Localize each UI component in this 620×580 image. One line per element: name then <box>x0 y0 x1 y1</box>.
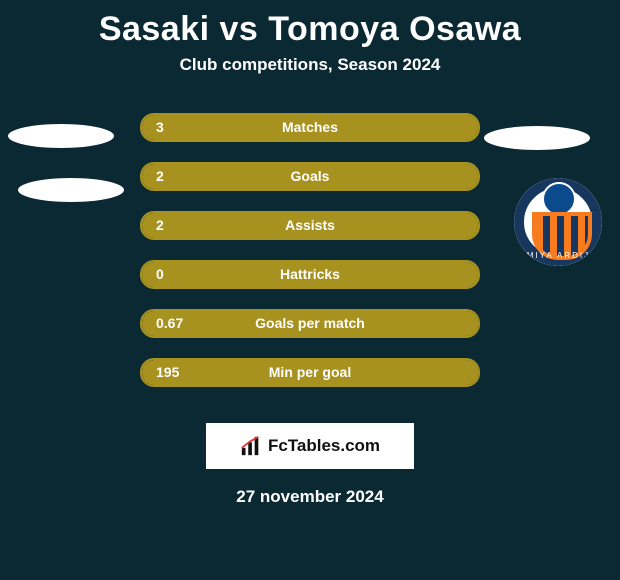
crest-ball-icon <box>542 182 576 216</box>
stat-label: Goals per match <box>142 315 478 331</box>
omiya-ardija-crest: OMIYA ARDIJA <box>514 178 602 266</box>
crest-text: OMIYA ARDIJA <box>514 251 602 260</box>
stat-row-hattricks: 0 Hattricks <box>140 260 480 289</box>
stat-label: Min per goal <box>142 364 478 380</box>
stat-label: Hattricks <box>142 266 478 282</box>
stat-row-matches: 3 Matches <box>140 113 480 142</box>
stat-row-goals-per-match: 0.67 Goals per match <box>140 309 480 338</box>
page-title: Sasaki vs Tomoya Osawa <box>0 0 620 49</box>
player-photo-placeholder-left-1 <box>8 124 114 148</box>
stat-row-assists: 2 Assists <box>140 211 480 240</box>
stat-row-min-per-goal: 195 Min per goal <box>140 358 480 387</box>
bar-chart-icon <box>240 435 262 457</box>
brand-label: FcTables.com <box>268 436 380 456</box>
stat-rows: 3 Matches 2 Goals 2 Assists 0 Hattricks … <box>140 113 480 387</box>
player-photo-placeholder-left-2 <box>18 178 124 202</box>
brand-badge[interactable]: FcTables.com <box>206 423 414 469</box>
page-subtitle: Club competitions, Season 2024 <box>0 55 620 75</box>
stat-label: Assists <box>142 217 478 233</box>
stat-label: Matches <box>142 119 478 135</box>
footer-date: 27 november 2024 <box>0 487 620 507</box>
player-photo-placeholder-right-1 <box>484 126 590 150</box>
stat-row-goals: 2 Goals <box>140 162 480 191</box>
comparison-card: Sasaki vs Tomoya Osawa Club competitions… <box>0 0 620 580</box>
stat-label: Goals <box>142 168 478 184</box>
